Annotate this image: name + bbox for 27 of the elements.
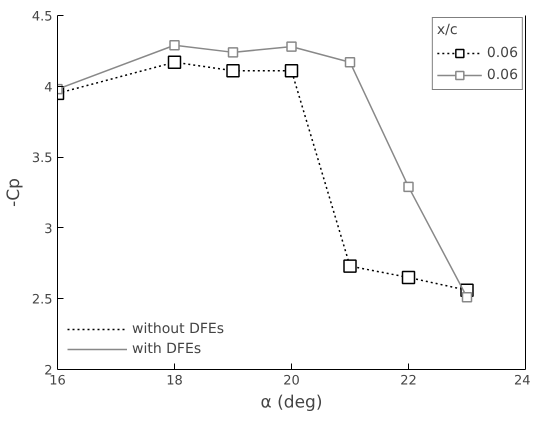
y-tick-label: 4	[44, 80, 53, 96]
annotation: with DFEs	[132, 341, 202, 357]
point	[226, 64, 240, 78]
legend-title: x/c	[436, 22, 459, 38]
x-tick-label: 20	[283, 374, 300, 388]
x-axis-title: α (deg)	[260, 392, 322, 412]
y-tick-label: 4.5	[32, 10, 53, 24]
point	[343, 259, 357, 273]
point	[168, 55, 182, 69]
x-tick-label: 24	[514, 374, 531, 388]
point	[462, 292, 472, 303]
y-tick-label: 3	[44, 222, 53, 237]
point	[403, 182, 414, 192]
legend-label: 0.06	[486, 45, 518, 61]
annotation: without DFEs	[132, 321, 224, 337]
y-axis-title: -Cp	[4, 178, 24, 207]
y-tick-label: 2.5	[32, 292, 53, 308]
point	[344, 56, 356, 68]
legend-label: 0.06	[486, 67, 518, 83]
point	[169, 40, 180, 50]
y-tick-label: 3.5	[32, 151, 53, 166]
point	[228, 47, 238, 58]
x-tick-label: 22	[400, 374, 417, 388]
point	[402, 270, 416, 284]
point	[284, 64, 298, 78]
point	[286, 41, 297, 52]
x-tick-label: 18	[166, 374, 183, 388]
